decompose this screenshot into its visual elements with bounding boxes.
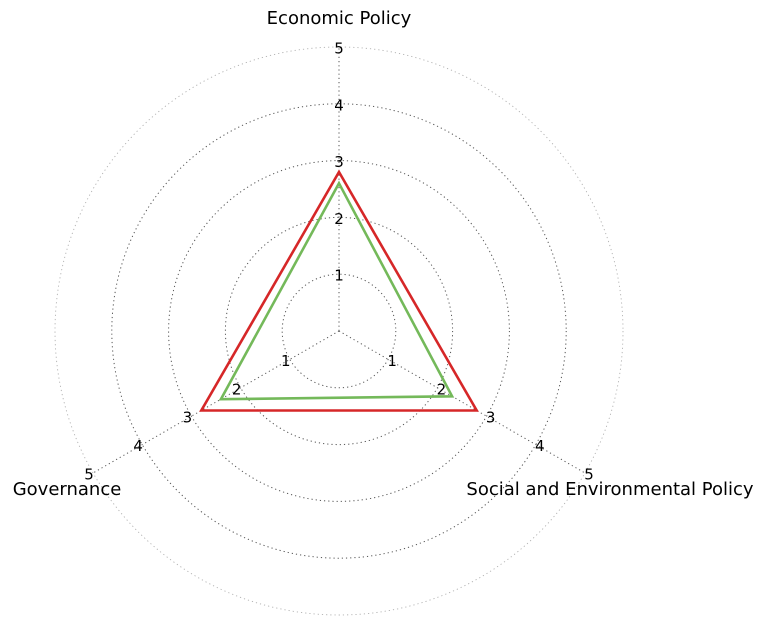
- tick-label-axis1-2: 2: [437, 380, 447, 398]
- tick-label-axis0-3: 3: [334, 153, 344, 171]
- tick-label-axis2-2: 2: [232, 380, 242, 398]
- tick-label-axis1-1: 1: [387, 352, 397, 370]
- grid-circle-3: [168, 160, 510, 502]
- tick-label-axis2-3: 3: [183, 409, 193, 427]
- tick-label-axis1-4: 4: [535, 437, 545, 455]
- grid-circle-4: [111, 103, 567, 559]
- tick-label-axis0-2: 2: [334, 210, 344, 228]
- axis-spoke-1: [338, 330, 586, 474]
- tick-label-axis2-1: 1: [281, 352, 291, 370]
- axis-title-governance: Governance: [13, 479, 122, 500]
- grid: [54, 46, 624, 616]
- tick-label-axis0-4: 4: [334, 96, 344, 114]
- series-0-polygon: [199, 169, 479, 412]
- axis-title-economic-policy: Economic Policy: [267, 8, 412, 29]
- grid-circle-2: [224, 216, 454, 446]
- axis-spokes: [92, 47, 586, 474]
- tick-label-axis1-3: 3: [486, 409, 496, 427]
- axis-spoke-2: [92, 330, 340, 474]
- series-1-polygon: [218, 180, 455, 401]
- tick-label-axis2-5: 5: [84, 466, 94, 484]
- series-group: [199, 169, 479, 412]
- tick-label-axis0-1: 1: [334, 267, 344, 285]
- grid-circle-1: [281, 273, 397, 389]
- axis-title-social-environmental-policy: Social and Environmental Policy: [466, 479, 753, 500]
- tick-label-axis1-5: 5: [584, 466, 594, 484]
- tick-label-axis0-5: 5: [334, 40, 344, 58]
- tick-labels: 1 2 3 4 5 1 2 3 4 5 1 2 3 4 5: [84, 40, 594, 484]
- tick-label-axis2-4: 4: [133, 437, 143, 455]
- grid-circle-5: [54, 46, 624, 616]
